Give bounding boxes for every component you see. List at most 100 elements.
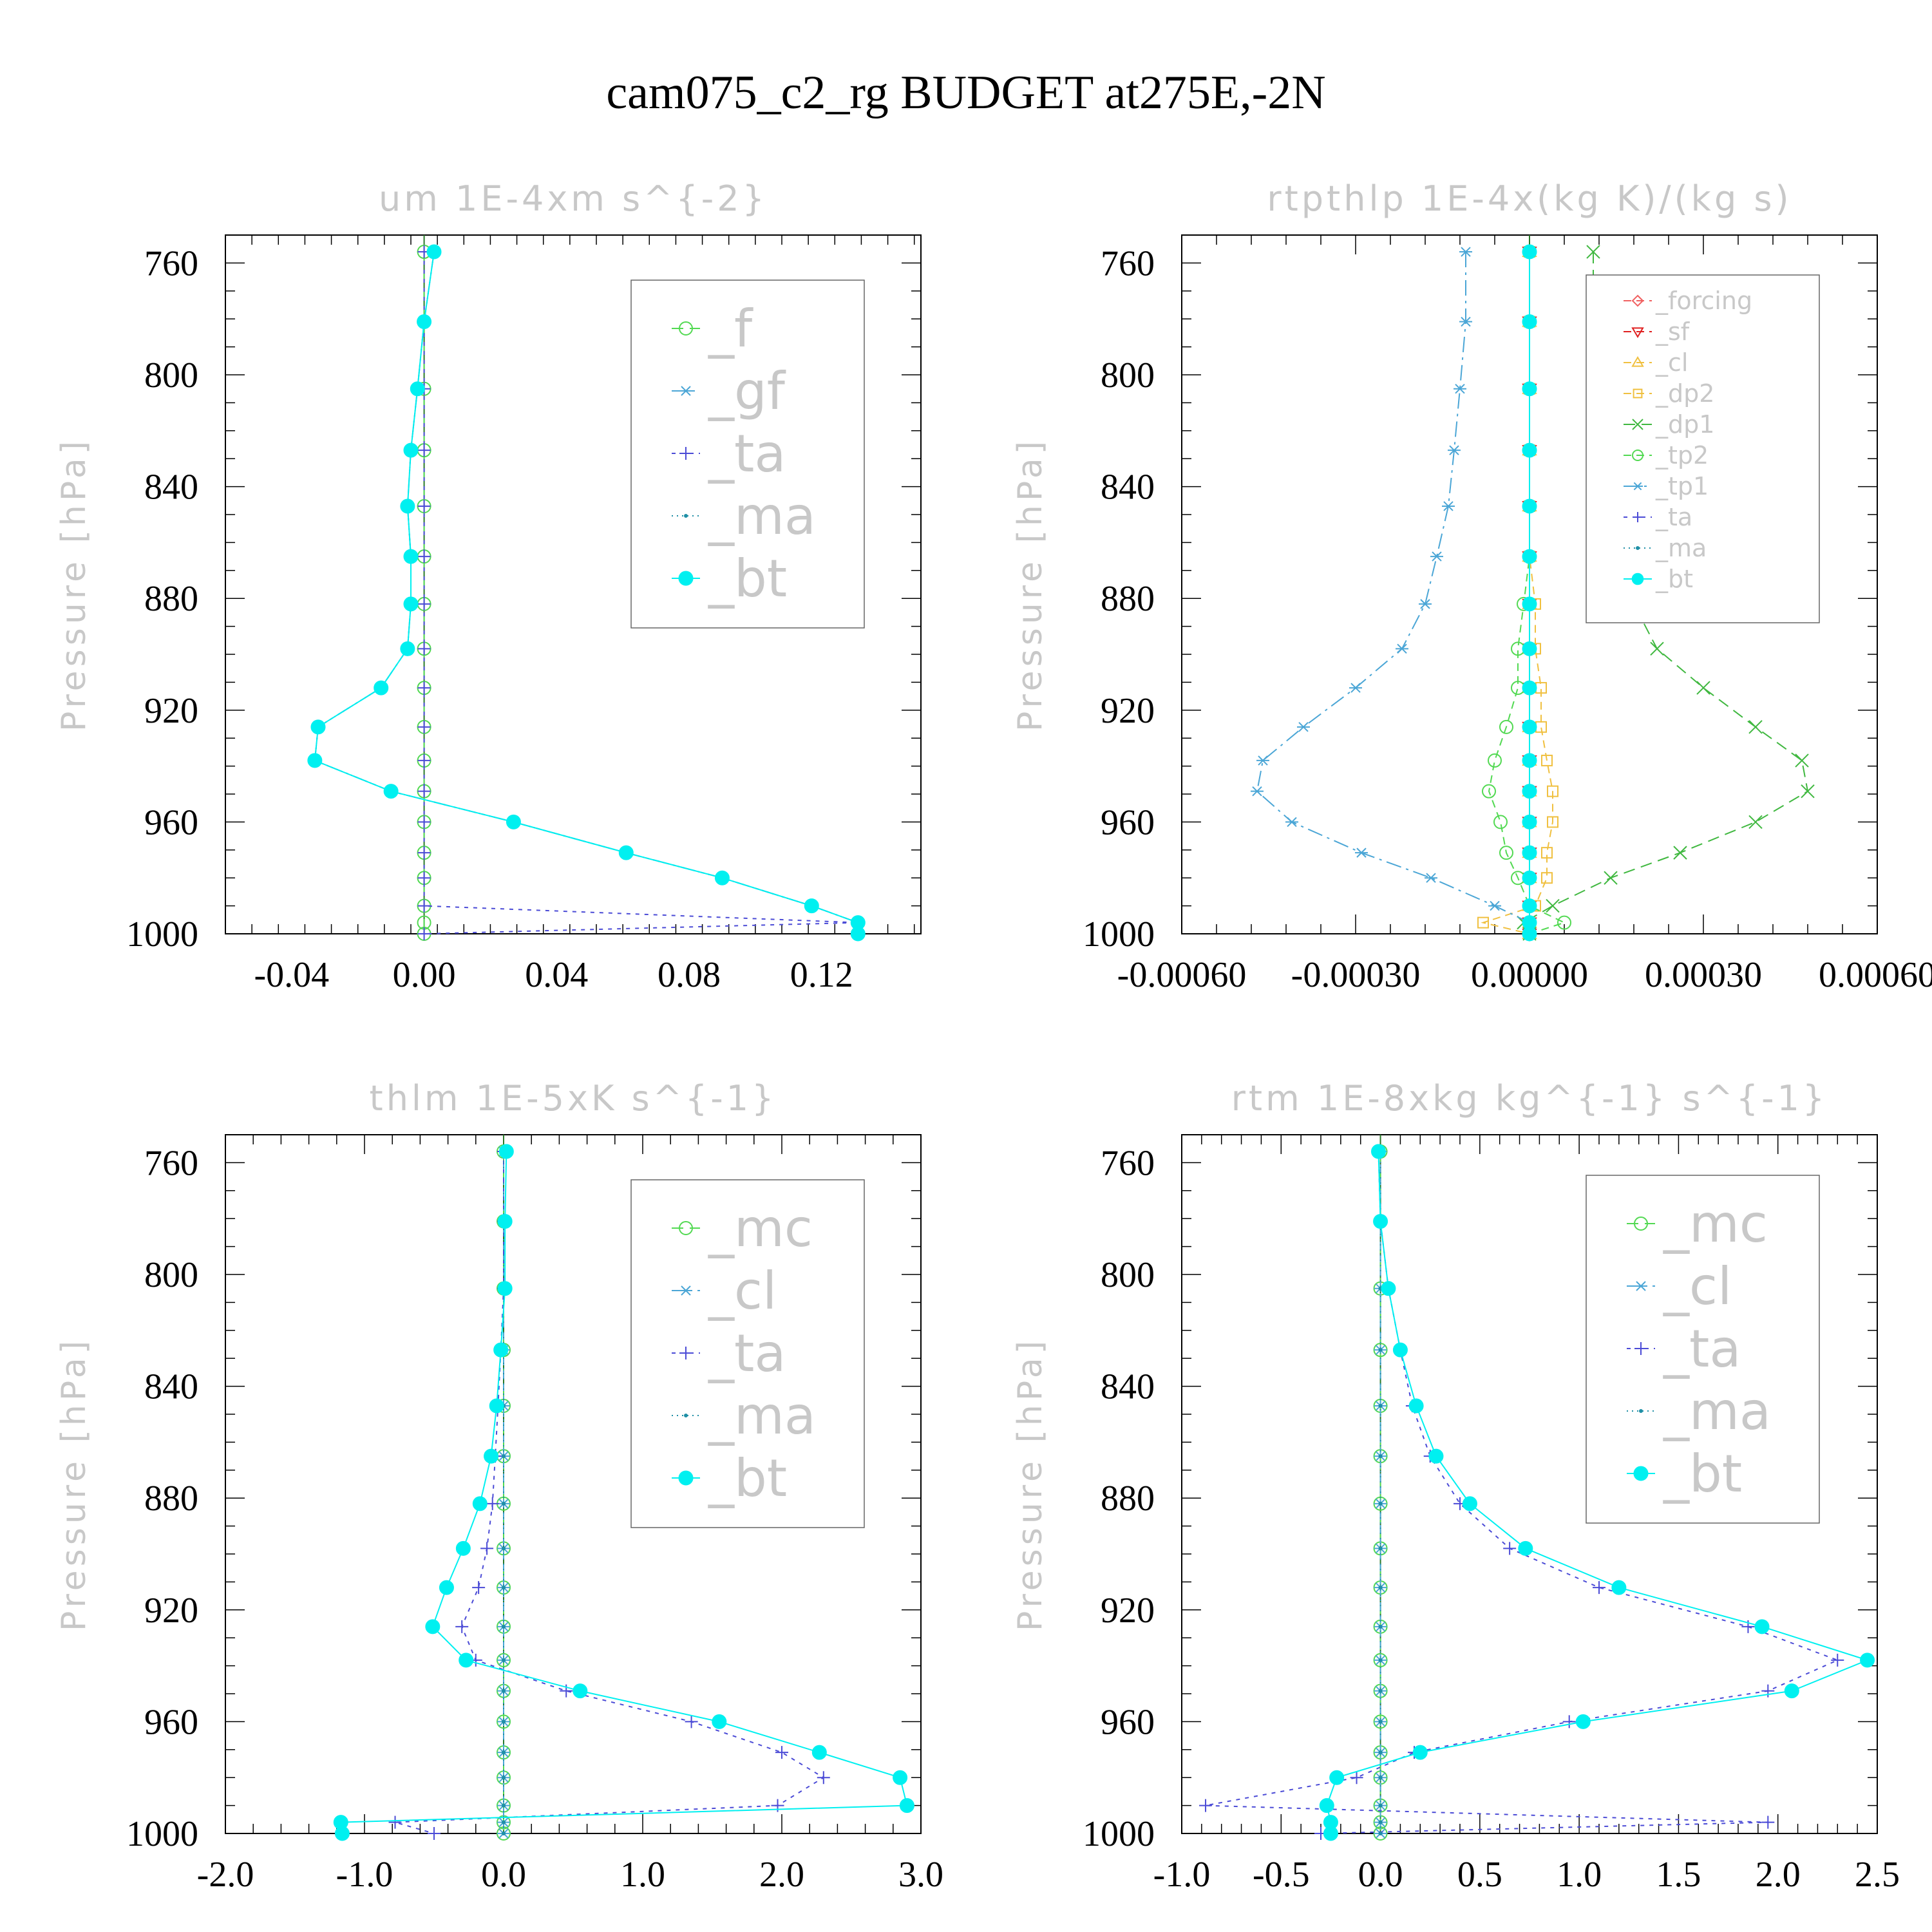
data-point-bt: [712, 1714, 727, 1729]
data-point-bt: [1373, 1214, 1388, 1229]
y-tick-label: 800: [144, 355, 198, 395]
data-point-ma: [502, 1454, 506, 1459]
data-point-tp1: [1297, 722, 1310, 732]
data-point-ta: [417, 753, 431, 767]
data-point-tp2: [1482, 784, 1496, 799]
data-point-bt: [1329, 1770, 1345, 1785]
data-point-ta: [1350, 1771, 1363, 1785]
legend-swatch-marker: [679, 1285, 692, 1296]
data-point-bt: [714, 870, 730, 886]
legend-entry-label: _f: [708, 299, 753, 359]
legend-entry-label: _tp1: [1655, 472, 1709, 500]
figure-title: cam075_c2_rg BUDGET at275E,-2N: [606, 66, 1325, 119]
data-point-ma: [1378, 1719, 1383, 1724]
data-point-ta: [1761, 1815, 1775, 1829]
data-point-bt: [1319, 1798, 1334, 1814]
data-point-dp2: [1547, 785, 1558, 797]
y-tick-label: 920: [144, 691, 198, 731]
x-tick-label: 0.00030: [1645, 955, 1762, 995]
legend-swatch-marker: [679, 1221, 693, 1235]
data-point-ta: [685, 1715, 698, 1728]
data-point-bt: [1518, 1540, 1533, 1556]
data-point-dp1: [1748, 815, 1763, 829]
data-point-bt: [1522, 753, 1537, 768]
data-point-tp2: [1493, 815, 1508, 829]
data-point-bt: [1575, 1714, 1591, 1729]
data-point-dp1: [1748, 720, 1763, 734]
x-tick-label: 0.12: [790, 955, 853, 995]
y-tick-label: 760: [1101, 1143, 1155, 1183]
x-tick-label: 2.5: [1855, 1855, 1900, 1895]
y-tick-label: 880: [144, 579, 198, 619]
data-point-ta: [417, 597, 431, 611]
y-tick-label: 960: [1101, 802, 1155, 842]
data-point-bt: [307, 753, 323, 768]
legend: _mc_cl_ta_ma_bt: [630, 1179, 865, 1528]
x-tick-label: 1.0: [1557, 1855, 1602, 1895]
legend-entry-label: _bt: [708, 549, 787, 609]
y-tick-label: 800: [144, 1255, 198, 1295]
data-point-bt: [893, 1770, 908, 1785]
data-point-dp2: [1477, 916, 1489, 929]
data-point-bt: [410, 381, 425, 397]
data-point-tp2: [1499, 719, 1513, 734]
data-point-ma: [1378, 1586, 1383, 1590]
legend-entry-label: _bt: [1655, 565, 1693, 593]
legend-swatch-marker: [684, 514, 688, 518]
data-point-ta: [1593, 1581, 1605, 1595]
x-tick-label: 3.0: [898, 1855, 943, 1895]
data-point-bt: [1522, 549, 1537, 564]
data-point-ta: [417, 642, 431, 656]
data-point-bt: [334, 1826, 350, 1841]
x-tick-label: -1.0: [1153, 1855, 1211, 1895]
data-point-dp1: [1801, 784, 1815, 799]
data-point-ma: [1378, 1820, 1383, 1824]
data-point-ta: [417, 927, 431, 940]
data-point-bt: [1462, 1496, 1477, 1511]
data-point-tp2: [1499, 846, 1513, 860]
data-point-bt: [1522, 719, 1537, 735]
panel-3: thlm 1E-5xK s^{-1} Pressure [hPa] 760 800 84…: [55, 1078, 943, 1895]
data-point-bt: [1381, 1281, 1396, 1296]
legend-entry-label: _cl: [1655, 348, 1688, 377]
y-tick-label: 840: [144, 468, 198, 507]
legend-entry-label: _bt: [1663, 1444, 1742, 1504]
data-point-ma: [502, 1624, 506, 1629]
data-point-ma: [502, 1803, 506, 1808]
legend-box: [630, 279, 865, 629]
legend-swatch-marker: [1632, 419, 1643, 430]
data-point-ma: [1378, 1624, 1383, 1629]
legend-entry-label: _ta: [1663, 1319, 1741, 1379]
data-point-tp2: [1488, 753, 1502, 768]
data-point-tp1: [1425, 873, 1437, 883]
data-point-ta: [388, 1815, 402, 1829]
legend-swatch-marker: [1636, 546, 1640, 550]
data-point-bt: [1522, 870, 1537, 886]
data-point-bt: [804, 898, 819, 914]
y-tick-label: 760: [1101, 243, 1155, 283]
panels-group: um 1E-4xm s^{-2} Pressure [hPa] 760 800 840 8…: [55, 178, 1932, 1895]
y-tick-label: 880: [144, 1479, 198, 1519]
x-tick-label: -0.04: [254, 955, 330, 995]
data-point-ta: [417, 550, 431, 564]
data-point-dp1: [1795, 753, 1809, 768]
x-tick-label: 0.00: [393, 955, 456, 995]
data-point-ta: [775, 1746, 788, 1759]
data-point-ta: [455, 1620, 469, 1633]
legend-box: [1586, 274, 1820, 623]
data-point-ta: [417, 681, 431, 695]
data-point-ta: [417, 899, 431, 913]
data-point-tp1: [1419, 599, 1432, 609]
series-group: [1199, 1144, 1875, 1841]
data-point-ta: [417, 784, 431, 798]
x-tick-label: 0.00000: [1471, 955, 1588, 995]
data-point-bt: [498, 1144, 514, 1159]
data-point-bt: [618, 845, 634, 860]
data-point-tp1: [1349, 683, 1362, 693]
legend-swatch-marker: [1631, 294, 1644, 307]
data-point-ta: [486, 1497, 499, 1510]
data-point-tp1: [1355, 848, 1368, 858]
data-point-ta: [417, 815, 431, 829]
legend-swatch-marker: [1639, 1409, 1643, 1413]
data-point-bt: [811, 1745, 827, 1760]
